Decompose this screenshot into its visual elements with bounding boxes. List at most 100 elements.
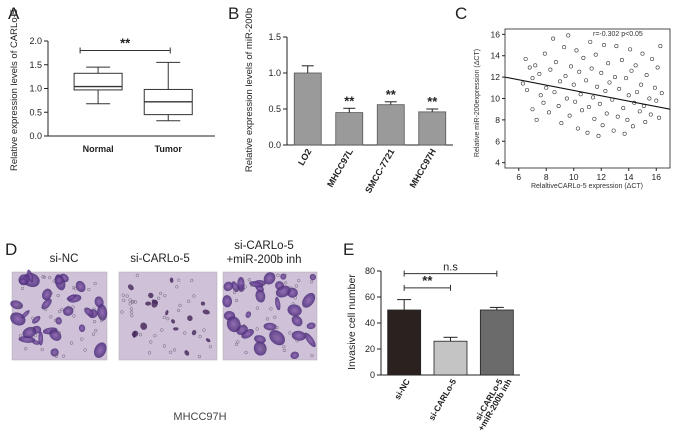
scatter-point [596,133,601,138]
x-category-label-e: si-NC [392,377,412,401]
membrane-pore [297,278,301,283]
comparison-label: n.s [443,262,458,274]
stained-cell [187,315,193,321]
comparison-label: ** [422,273,433,288]
stained-cell [131,330,139,338]
stained-cell [54,275,64,285]
membrane-pore [71,305,75,309]
membrane-pore [43,307,48,311]
scatter-point [634,90,639,95]
scatter-point [566,33,571,38]
membrane-pore [187,299,191,303]
x-tick-label-c: 14 [624,172,634,182]
stained-cell [287,304,302,317]
stained-cell [254,335,266,344]
bar-e-2 [433,340,468,376]
stained-cell [169,277,174,283]
membrane-pore [282,348,287,353]
scatter-point [633,63,638,68]
stained-cell [290,351,300,360]
membrane-pore [120,310,124,314]
membrane-pore [129,307,134,311]
regression-line [504,76,671,110]
scatter-point [617,86,622,91]
membrane-pore [275,325,279,330]
x-category-label-b: SMCC-7721 [363,147,396,195]
membrane-pore [172,348,177,352]
membrane-pore [295,339,299,343]
scatter-point [655,65,660,70]
membrane-pore [262,347,266,351]
scatter-point [593,52,598,57]
bar-smcc-7721 [376,104,405,146]
scatter-point [575,126,580,131]
scatter-point [533,63,538,68]
scatter-point [595,84,600,89]
stained-cell [38,331,44,346]
stained-cell [237,277,245,291]
membrane-pore [236,340,240,344]
membrane-pore [98,315,103,319]
scatter-point [537,71,542,76]
membrane-pore [31,316,35,320]
membrane-pore [92,307,96,311]
stained-cell [148,292,154,299]
scatter-point [544,85,549,90]
stained-cell [165,310,169,316]
scatter-point [606,61,611,66]
y-tick-label-e: 40 [365,318,375,328]
membrane-pore [276,273,280,277]
panel-letter-a: A [8,4,20,23]
membrane-pore [265,317,270,321]
stained-cell [66,294,77,301]
scatter-point [639,82,644,87]
membrane-pore [304,332,308,336]
membrane-pore [53,318,58,323]
scatter-point [562,45,567,50]
scatter-point [603,89,608,94]
membrane-pore [54,354,59,358]
membrane-pore [166,317,170,321]
membrane-pore [288,286,293,290]
stained-cell [205,338,211,343]
membrane-pore [162,315,166,320]
scatter-point [643,120,648,125]
membrane-pore [192,294,196,298]
scatter-point [584,78,589,83]
membrane-pore [158,291,163,296]
stained-cell [280,273,287,280]
y-tick-label-b: 1.5 [268,32,281,42]
scatter-point [589,66,594,71]
membrane-pore [239,288,243,292]
membrane-pore [198,334,202,339]
scatter-point [625,117,630,122]
membrane-pore [294,284,299,288]
membrane-pore [73,287,77,291]
scatter-point [585,130,590,135]
membrane-pore [255,327,259,331]
membrane-pore [42,275,47,279]
stained-cell [75,280,86,293]
membrane-pore [176,278,181,282]
scatter-point [658,44,663,49]
scatter-point [524,87,529,92]
membrane-pore [147,351,152,355]
stained-cell [63,306,74,316]
membrane-pore [60,307,64,312]
scatter-point [527,65,532,70]
scatter-point [578,92,583,97]
y-tick-label-b: 1.0 [268,68,281,78]
membrane-pore [259,295,263,299]
stained-cell [302,292,316,308]
membrane-pore [163,293,167,298]
scatter-point [586,105,591,110]
stained-cell [269,330,286,346]
membrane-pore [66,305,70,310]
membrane-pore [20,286,25,291]
membrane-pore [274,334,279,339]
scatter-point [644,72,649,77]
membrane-pore [244,350,248,355]
image-label-si-carlo5-inh-line1: si-CARLo-5 [234,240,293,252]
y-tick-label-a: 1.5 [29,60,42,70]
stained-cell [55,317,62,325]
